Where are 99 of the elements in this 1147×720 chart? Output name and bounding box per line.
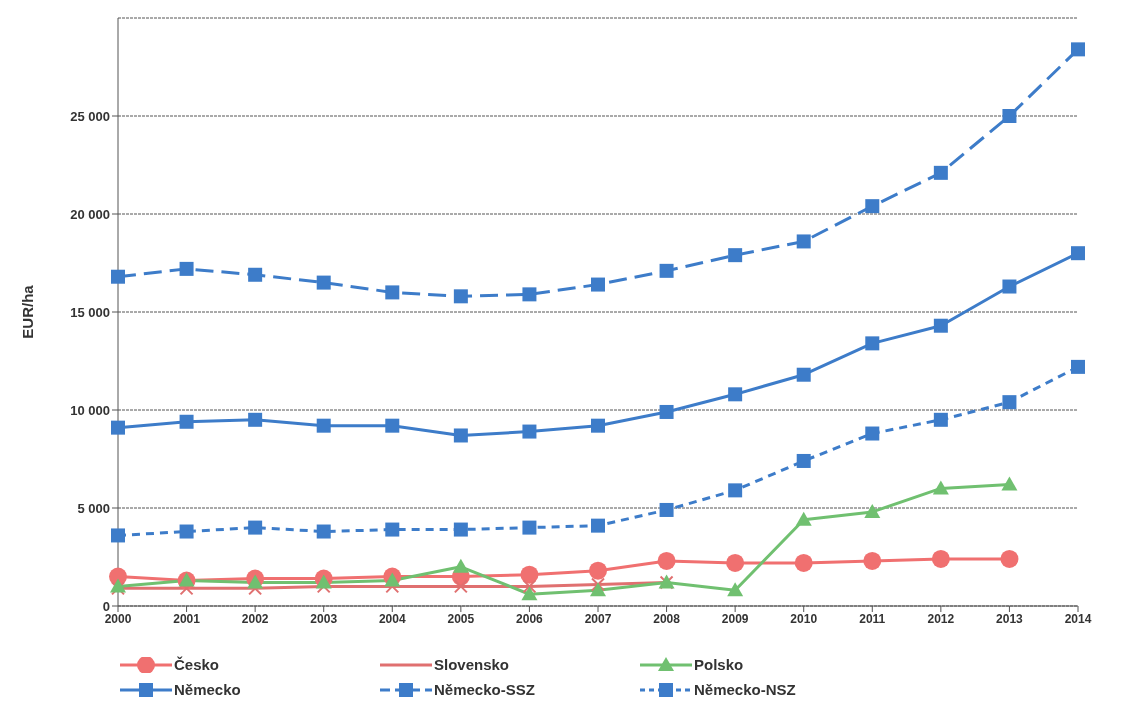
point <box>590 582 606 597</box>
point <box>316 579 331 594</box>
point <box>933 165 948 180</box>
point <box>385 285 400 300</box>
x-tick-label: 2012 <box>927 611 955 626</box>
point <box>522 520 537 535</box>
point <box>247 574 264 589</box>
x-tick-label: 2002 <box>241 611 269 626</box>
point <box>522 579 537 594</box>
point <box>728 483 743 498</box>
point <box>453 289 468 304</box>
point <box>452 558 469 573</box>
legend-label: Německo-NSZ <box>694 681 796 698</box>
legend-label: Německo-SSZ <box>434 681 535 698</box>
point <box>591 418 605 433</box>
point <box>794 553 813 572</box>
x-tick-label: 2010 <box>790 611 818 626</box>
point <box>865 336 880 351</box>
point <box>1002 395 1017 410</box>
point <box>179 581 194 596</box>
y-tick-label: 0 <box>102 598 110 614</box>
x-tick-label: 2014 <box>1064 611 1092 626</box>
x-tick-label: 2011 <box>859 611 886 626</box>
x-tick-label: 2003 <box>310 611 338 626</box>
point <box>453 522 468 537</box>
point <box>385 418 400 433</box>
x-tick-label: 2009 <box>721 611 749 626</box>
legend-label: Slovensko <box>434 656 510 673</box>
legend-label: Česko <box>174 656 220 673</box>
legend-label: Polsko <box>694 656 744 673</box>
point <box>1002 109 1017 123</box>
point <box>659 502 674 517</box>
point <box>522 424 537 439</box>
point <box>865 426 880 441</box>
point <box>863 551 882 570</box>
point <box>591 518 605 533</box>
point <box>864 503 881 518</box>
point <box>315 574 332 589</box>
point <box>1071 246 1085 261</box>
point <box>659 404 674 419</box>
y-tick-label: 20 000 <box>70 206 110 222</box>
point <box>591 277 605 292</box>
point <box>521 586 538 601</box>
point <box>248 412 263 427</box>
point <box>728 387 743 402</box>
point <box>728 248 743 263</box>
point <box>865 199 880 214</box>
x-tick-label: 2008 <box>653 611 681 626</box>
x-tick-label: 2004 <box>378 611 406 626</box>
point <box>796 234 811 249</box>
point <box>727 582 744 597</box>
point <box>179 261 194 276</box>
point <box>179 524 194 539</box>
point <box>453 579 468 594</box>
point <box>933 412 948 427</box>
point <box>384 572 401 587</box>
x-tick-label: 2005 <box>447 611 475 626</box>
point <box>248 581 263 596</box>
y-tick-label: 5 000 <box>77 500 110 516</box>
point <box>796 453 811 468</box>
point <box>316 418 331 433</box>
x-tick-label: 2006 <box>516 611 544 626</box>
y-tick-label: 15 000 <box>70 304 110 320</box>
point <box>179 414 194 429</box>
point <box>796 367 811 382</box>
point <box>111 528 125 543</box>
point <box>659 263 674 278</box>
point <box>453 428 468 443</box>
point <box>522 287 537 302</box>
point <box>931 549 950 568</box>
x-tick-label: 2013 <box>996 611 1024 626</box>
point <box>1000 549 1019 568</box>
y-axis-title: EUR/ha <box>19 284 37 339</box>
legend-label: Německo <box>174 681 241 698</box>
point <box>385 579 400 594</box>
point <box>932 480 949 495</box>
x-tick-label: 2000 <box>104 611 132 626</box>
point <box>1071 359 1085 374</box>
point <box>795 511 812 526</box>
point <box>316 275 331 290</box>
point <box>657 551 676 570</box>
point <box>248 520 263 535</box>
point <box>316 524 331 539</box>
point <box>1071 42 1085 57</box>
point <box>933 318 948 333</box>
point <box>589 561 607 580</box>
point <box>111 420 125 435</box>
point <box>1002 279 1017 294</box>
x-tick-label: 2001 <box>173 611 201 626</box>
point <box>1001 476 1018 491</box>
point <box>520 565 539 584</box>
point <box>591 577 605 592</box>
point <box>726 553 745 572</box>
y-tick-label: 10 000 <box>70 402 110 418</box>
y-tick-label: 25 000 <box>70 108 110 124</box>
point <box>111 269 125 284</box>
point <box>385 522 400 537</box>
x-tick-label: 2007 <box>584 611 612 626</box>
point <box>248 267 263 282</box>
